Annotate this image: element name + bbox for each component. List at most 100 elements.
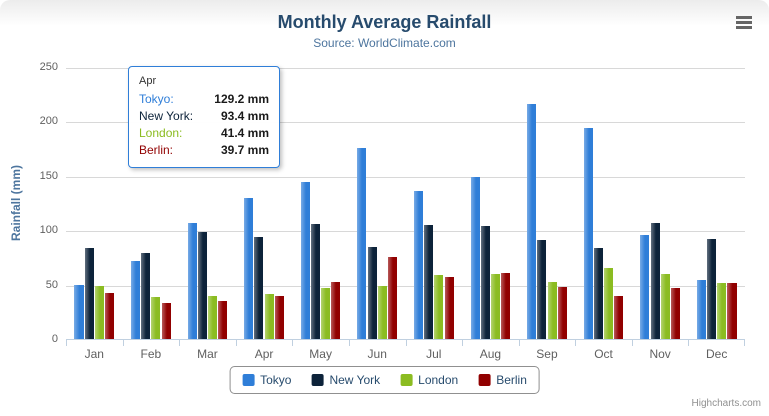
bar-london-apr[interactable] <box>264 293 274 339</box>
bar-tokyo-aug[interactable] <box>470 177 480 339</box>
legend-item-new-york[interactable]: New York <box>311 373 380 387</box>
bar-berlin-apr[interactable] <box>274 295 284 339</box>
axis-tick <box>688 340 690 346</box>
bar-tokyo-sep[interactable] <box>527 103 537 339</box>
y-axis-label: 100 <box>39 224 58 237</box>
legend-item-berlin[interactable]: Berlin <box>478 373 527 387</box>
x-axis-label: Jul <box>426 347 442 361</box>
bar-tokyo-feb[interactable] <box>131 261 141 339</box>
legend-item-london[interactable]: London <box>400 373 458 387</box>
axis-tick <box>292 340 294 346</box>
y-axis-label: 200 <box>39 115 58 128</box>
bar-new-york-jul[interactable] <box>424 224 434 339</box>
bar-london-oct[interactable] <box>604 268 614 339</box>
bar-london-may[interactable] <box>321 287 331 339</box>
legend-symbol <box>242 374 255 386</box>
bar-tokyo-may[interactable] <box>300 182 310 339</box>
bar-berlin-jan[interactable] <box>105 292 115 339</box>
bar-new-york-may[interactable] <box>311 223 321 339</box>
bar-berlin-feb[interactable] <box>161 302 171 339</box>
gridline <box>66 68 745 69</box>
y-axis-label: 250 <box>39 61 58 73</box>
y-axis-label: 50 <box>45 278 58 291</box>
tooltip-row: Berlin: 39.7 mm <box>139 142 269 159</box>
tooltip-series-value: 93.4 mm <box>220 109 269 123</box>
bar-tokyo-apr[interactable] <box>244 198 254 339</box>
tooltip-category: Apr <box>139 75 157 87</box>
bar-tokyo-jan[interactable] <box>74 284 84 339</box>
legend-symbol <box>478 374 491 386</box>
bar-london-nov[interactable] <box>660 274 670 339</box>
legend-symbol <box>311 374 324 386</box>
x-axis-label: Jan <box>84 347 104 361</box>
gridline <box>66 122 745 124</box>
bar-new-york-jun[interactable] <box>367 247 377 339</box>
legend-item-label: Tokyo <box>260 373 292 387</box>
bar-london-jun[interactable] <box>377 286 387 339</box>
bar-tokyo-oct[interactable] <box>583 127 593 339</box>
bar-london-aug[interactable] <box>490 274 500 339</box>
gridline <box>66 231 745 233</box>
tooltip: Apr Tokyo: 129.2 mm New York: 93.4 mm London… <box>128 66 280 168</box>
tooltip-series-label: New York: <box>139 109 194 123</box>
bar-berlin-jun[interactable] <box>387 256 397 339</box>
gridline <box>66 285 745 287</box>
x-axis-label: May <box>309 347 332 361</box>
bar-new-york-oct[interactable] <box>593 248 603 339</box>
bar-berlin-aug[interactable] <box>501 273 511 339</box>
x-axis-label: Oct <box>594 347 613 361</box>
bar-new-york-dec[interactable] <box>707 238 717 339</box>
axis-tick <box>66 340 67 346</box>
bar-tokyo-dec[interactable] <box>696 279 706 339</box>
bar-new-york-nov[interactable] <box>650 223 660 339</box>
bar-berlin-jul[interactable] <box>444 276 454 339</box>
x-axis-label: Mar <box>197 347 218 361</box>
tooltip-series-label: London: <box>139 126 183 140</box>
legend-item-label: Berlin <box>496 373 527 387</box>
credits-link[interactable]: Highcharts.com <box>691 398 761 409</box>
axis-tick <box>122 340 124 346</box>
bar-new-york-mar[interactable] <box>197 231 207 339</box>
bar-london-dec[interactable] <box>717 283 727 339</box>
bar-london-jan[interactable] <box>94 285 104 339</box>
tooltip-rows: Tokyo: 129.2 mm New York: 93.4 mm London: 41.… <box>139 91 269 159</box>
bar-london-jul[interactable] <box>434 274 444 339</box>
x-axis-label: Feb <box>140 347 162 361</box>
chart-title: Monthly Average Rainfall <box>277 12 492 32</box>
bar-tokyo-jul[interactable] <box>413 191 424 339</box>
tooltip-row: London: 41.4 mm <box>139 125 269 142</box>
bar-tokyo-mar[interactable] <box>187 223 197 339</box>
x-axis-label: Aug <box>479 347 502 361</box>
bar-berlin-sep[interactable] <box>557 287 567 339</box>
tooltip-series-label: Tokyo: <box>139 92 174 106</box>
chart-subtitle: Source: WorldClimate.com <box>313 36 456 50</box>
bar-new-york-apr[interactable] <box>254 237 264 339</box>
bar-tokyo-jun[interactable] <box>357 147 367 339</box>
bar-london-feb[interactable] <box>151 296 161 339</box>
bar-berlin-mar[interactable] <box>218 301 228 339</box>
legend-symbol <box>400 374 413 386</box>
bar-new-york-jan[interactable] <box>84 248 94 339</box>
axis-tick <box>631 340 633 346</box>
tooltip-series-label: Berlin: <box>139 143 174 157</box>
bar-berlin-oct[interactable] <box>614 296 624 339</box>
context-menu-button[interactable] <box>731 10 757 34</box>
bar-new-york-aug[interactable] <box>480 225 490 339</box>
bar-berlin-may[interactable] <box>331 281 341 339</box>
bar-london-mar[interactable] <box>208 296 218 339</box>
bar-berlin-nov[interactable] <box>670 288 680 339</box>
x-axis-label: Dec <box>706 347 728 361</box>
bar-london-sep[interactable] <box>547 282 557 339</box>
axis-tick <box>518 340 520 346</box>
x-axis-label: Apr <box>254 347 274 361</box>
x-axis-label: Jun <box>367 347 387 361</box>
axis-tick <box>575 340 577 346</box>
bar-new-york-sep[interactable] <box>537 239 547 339</box>
bar-tokyo-nov[interactable] <box>640 235 650 339</box>
gridline <box>66 176 745 178</box>
bar-new-york-feb[interactable] <box>141 253 151 339</box>
bar-berlin-dec[interactable] <box>727 283 737 339</box>
legend-item-label: London <box>418 373 459 387</box>
legend-item-tokyo[interactable]: Tokyo <box>242 373 291 387</box>
